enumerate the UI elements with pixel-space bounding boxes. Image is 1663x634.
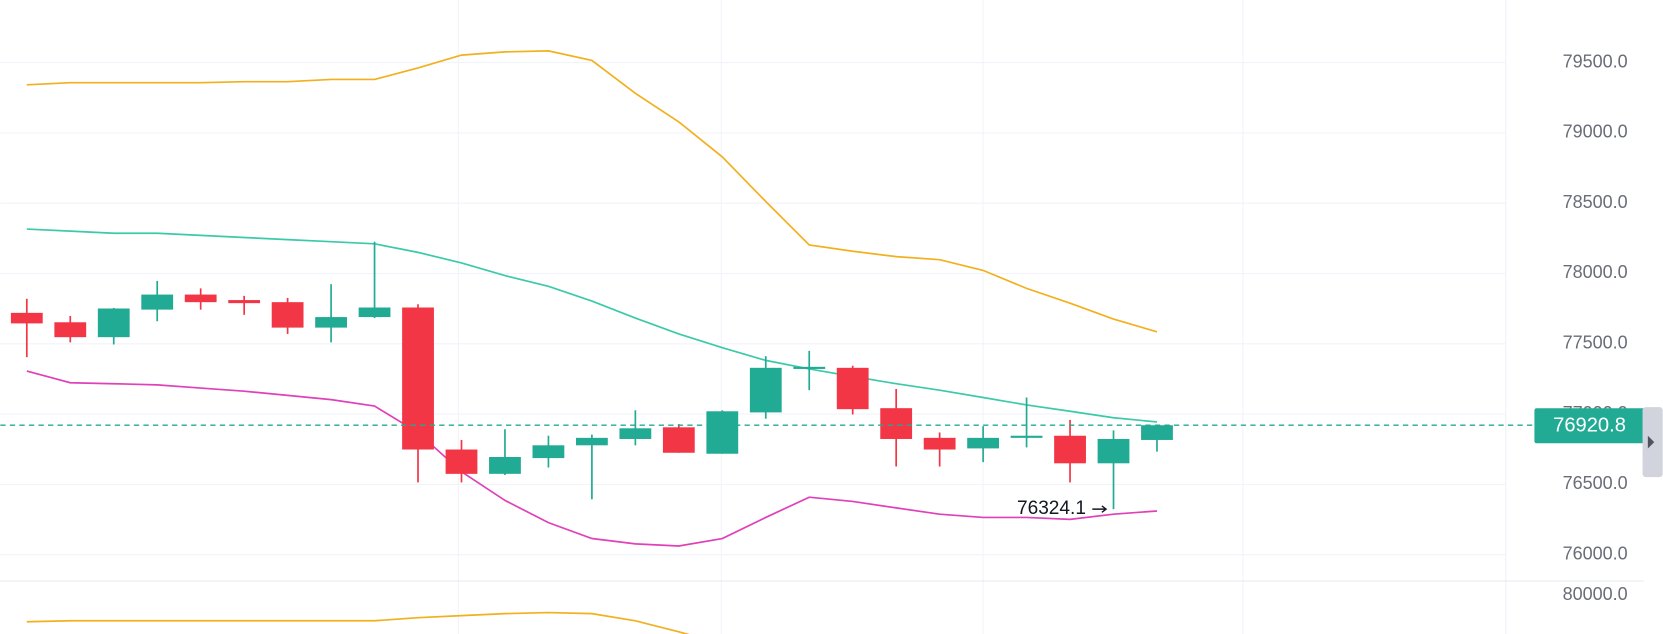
grid-layer: 76000.076500.077000.077500.078000.078500… (0, 51, 1628, 604)
band-line (26, 611, 690, 634)
low-annotation: 76324.1 (1017, 498, 1086, 519)
candle-body (1141, 425, 1173, 440)
y-tick-label: 77500.0 (1563, 333, 1628, 353)
candle-body (749, 367, 782, 413)
lower-pane-layer (26, 611, 690, 634)
candle-body (1097, 438, 1130, 464)
candle-body (793, 366, 826, 369)
low-annotation-arrow (1092, 505, 1108, 513)
y-tick-label: 79500.0 (1563, 51, 1628, 71)
y-tick-label: 80000.0 (1563, 584, 1628, 604)
y-tick-label: 76500.0 (1563, 473, 1628, 493)
band-line (26, 50, 1158, 333)
candle-body (706, 411, 739, 454)
candle-body (445, 449, 478, 474)
band-line (26, 370, 1158, 547)
candle-body (184, 294, 217, 303)
candle-body (97, 308, 130, 338)
y-tick-label: 78500.0 (1563, 192, 1628, 212)
candle-body (967, 437, 1000, 449)
candle-body (54, 322, 87, 338)
candle-body (880, 408, 913, 439)
candle-body (141, 294, 174, 310)
y-tick-label: 76000.0 (1563, 543, 1628, 563)
candle-body (1054, 435, 1086, 464)
candle-body (923, 437, 956, 450)
candle-body (358, 307, 391, 318)
candle-body (315, 317, 347, 328)
last-price-box (1534, 408, 1646, 444)
candle-body (619, 428, 652, 439)
candle-body (575, 437, 608, 446)
candle-body (10, 312, 43, 324)
overlay-layer: 76920.8 76324.1 (0, 408, 1646, 519)
candle-body (836, 367, 869, 410)
y-tick-label: 79000.0 (1563, 122, 1628, 142)
candle-body (271, 302, 304, 328)
candle-body (402, 307, 434, 450)
vertical-grid (457, 0, 1244, 634)
candles-layer (10, 241, 1173, 510)
bands-layer (26, 50, 1158, 547)
candle-body (532, 445, 565, 459)
band-line (26, 228, 1158, 423)
candle-body (662, 427, 695, 453)
last-price-label: 76920.8 (1553, 415, 1626, 437)
y-tick-label: 78000.0 (1563, 262, 1628, 282)
candle-body (489, 456, 521, 474)
scroll-arrow (1647, 435, 1655, 449)
candle-body (1010, 435, 1043, 438)
candle-body (228, 300, 261, 304)
